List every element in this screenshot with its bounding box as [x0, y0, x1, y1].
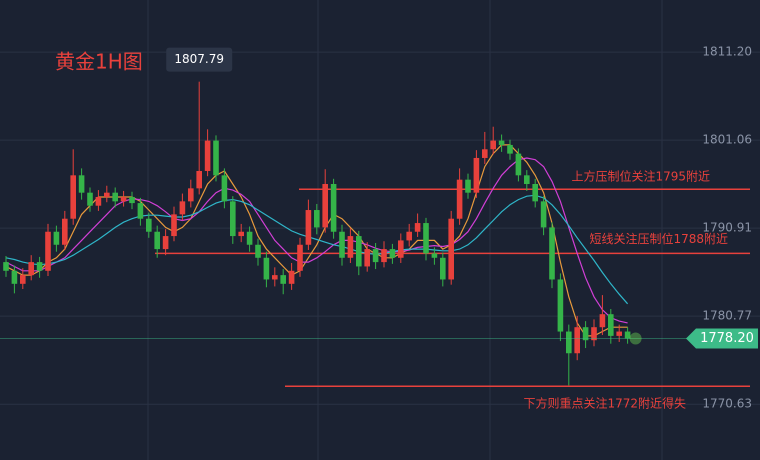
level-label: 短线关注压制位1788附近: [589, 231, 728, 246]
candle-body: [288, 270, 295, 284]
overlay: 1807.79 1778.20: [0, 47, 758, 349]
candle-body: [490, 140, 496, 150]
chart-title: 黄金1H图: [55, 50, 143, 74]
candle-body: [120, 197, 127, 202]
candle-body: [162, 236, 169, 250]
candle-body: [11, 270, 18, 284]
candle-body: [448, 218, 454, 280]
candle-body: [95, 197, 102, 206]
candle-body: [591, 327, 597, 341]
candle-body: [624, 331, 631, 339]
candle-body: [456, 179, 463, 219]
candle-body: [272, 275, 278, 280]
candle-body: [230, 201, 236, 237]
candle-body: [238, 231, 244, 237]
candle-body: [204, 140, 211, 171]
candle-body: [431, 253, 438, 258]
vertical-grid: [147, 0, 663, 460]
candle-body: [398, 240, 404, 258]
candle-body: [154, 231, 160, 250]
candle-body: [255, 244, 261, 258]
candle-body: [179, 201, 186, 215]
candle-body: [532, 184, 538, 202]
candle-body: [45, 231, 51, 271]
candle-body: [78, 175, 85, 193]
candle-body: [465, 179, 471, 193]
candle-body: [616, 331, 622, 336]
candle-body: [540, 201, 547, 228]
y-tick-label: 1811.20: [702, 45, 752, 59]
candle-body: [3, 262, 9, 271]
candle-body: [566, 331, 572, 354]
candle-body: [364, 249, 370, 267]
candle-body: [213, 140, 219, 176]
candle-body: [557, 279, 564, 332]
candle-body: [381, 249, 387, 263]
candle-body: [507, 144, 513, 154]
candle-body: [28, 262, 34, 276]
candle-body: [524, 175, 530, 184]
candle-body: [129, 197, 135, 204]
candle-body: [372, 249, 379, 263]
candle-body: [574, 327, 580, 354]
candle-body: [549, 227, 555, 280]
candle-body: [221, 175, 228, 202]
candle-body: [196, 170, 202, 189]
candle-body: [515, 153, 522, 176]
candle-body: [62, 218, 68, 245]
last-price-glow: [629, 332, 642, 345]
candle-body: [70, 175, 76, 219]
candle-body: [263, 257, 270, 280]
moving-average-line: [5, 194, 629, 305]
candle-body: [473, 157, 480, 193]
candle-body: [608, 314, 614, 336]
level-label: 下方则重点关注1772附近得失: [523, 396, 686, 411]
candle-body: [188, 188, 194, 202]
candle-body: [482, 149, 488, 158]
candle-body: [356, 236, 362, 267]
candle-body: [406, 231, 412, 241]
high-tooltip-label: 1807.79: [174, 52, 224, 66]
candle-body: [146, 218, 152, 232]
candle-body: [137, 203, 144, 219]
y-tick-label: 1780.77: [702, 309, 752, 323]
candle-body: [440, 257, 446, 280]
candle-body: [322, 184, 328, 228]
candle-body: [582, 327, 589, 341]
y-tick-label: 1770.63: [702, 397, 752, 411]
candle-body: [347, 236, 354, 258]
candle-body: [314, 210, 320, 228]
grid: 1811.20 1801.06 1790.91 1780.77 1770.63: [0, 45, 760, 411]
candle-body: [53, 231, 60, 245]
candle-body: [330, 184, 337, 232]
candle-body: [171, 214, 177, 237]
y-tick-label: 1790.91: [702, 221, 752, 235]
last-price-label: 1778.20: [700, 331, 754, 346]
candles: [3, 81, 631, 386]
candle-body: [112, 192, 118, 202]
candle-body: [414, 223, 421, 232]
y-tick-label: 1801.06: [702, 133, 752, 147]
candle-body: [339, 231, 345, 258]
levels: 上方压制位关注1795附近短线关注压制位1788附近下方则重点关注1772附近得…: [155, 169, 750, 411]
moving-average-line: [5, 157, 628, 324]
candle-body: [104, 192, 110, 198]
high-tooltip-box: [166, 47, 233, 72]
candle-body: [498, 140, 505, 145]
level-label: 上方压制位关注1795附近: [571, 169, 710, 184]
candle-body: [389, 249, 396, 258]
candle-body: [280, 275, 286, 284]
candle-body: [423, 223, 429, 254]
candle-body: [20, 275, 26, 284]
candle-body: [36, 262, 43, 271]
candle-body: [599, 314, 606, 328]
candle-body: [305, 210, 312, 245]
last-price-tag: [686, 328, 758, 349]
candle-body: [246, 231, 253, 245]
candle-body: [297, 244, 303, 271]
candle-body: [87, 192, 93, 206]
